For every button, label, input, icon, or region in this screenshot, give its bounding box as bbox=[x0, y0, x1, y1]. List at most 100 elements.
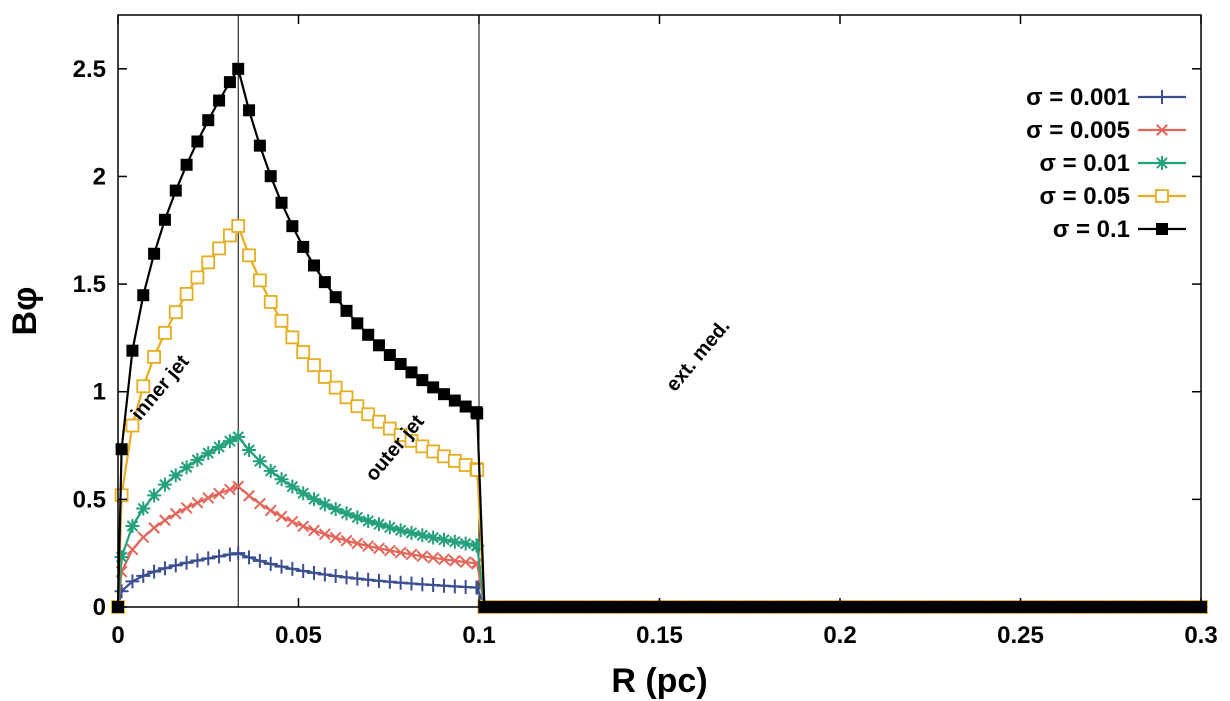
data-point bbox=[416, 550, 429, 563]
data-point bbox=[125, 418, 140, 433]
data-point bbox=[458, 536, 473, 551]
data-point bbox=[158, 325, 172, 340]
data-point bbox=[253, 497, 266, 510]
data-point bbox=[264, 504, 277, 517]
data-point bbox=[274, 313, 289, 328]
x-tick-label: 0.15 bbox=[636, 622, 683, 649]
legend-item: σ = 0.01 bbox=[1040, 150, 1186, 177]
data-point bbox=[263, 295, 278, 309]
data-point bbox=[448, 554, 461, 567]
data-point bbox=[263, 556, 278, 571]
data-point bbox=[393, 523, 408, 538]
data-point bbox=[213, 94, 226, 107]
legend-item: σ = 0.1 bbox=[1053, 216, 1186, 243]
x-tick-label: 0.25 bbox=[997, 622, 1044, 649]
data-point bbox=[126, 543, 139, 556]
series bbox=[112, 62, 1207, 613]
data-point bbox=[437, 388, 450, 401]
y-tick-label: 1.5 bbox=[73, 271, 106, 298]
data-point bbox=[405, 548, 418, 561]
data-point bbox=[340, 304, 353, 317]
data-point bbox=[191, 496, 204, 509]
data-point bbox=[1156, 223, 1168, 235]
data-point bbox=[190, 553, 205, 568]
data-point bbox=[136, 568, 151, 583]
data-point bbox=[190, 270, 205, 285]
legend-label: σ = 0.05 bbox=[1040, 183, 1130, 210]
series-layer bbox=[111, 62, 1208, 614]
data-point bbox=[114, 550, 129, 565]
data-point bbox=[243, 489, 256, 502]
data-point bbox=[180, 158, 193, 171]
series-line bbox=[116, 485, 1201, 609]
data-point bbox=[242, 443, 257, 458]
data-point bbox=[296, 345, 311, 359]
data-point bbox=[168, 305, 183, 320]
data-point bbox=[372, 517, 387, 532]
data-point bbox=[223, 483, 236, 496]
data-point bbox=[115, 443, 128, 456]
data-point bbox=[148, 247, 161, 260]
data-point bbox=[148, 521, 161, 534]
data-point bbox=[263, 463, 278, 478]
data-point bbox=[285, 479, 300, 494]
data-point bbox=[328, 380, 343, 395]
data-point bbox=[201, 551, 216, 566]
data-point bbox=[242, 248, 256, 263]
data-point bbox=[179, 460, 194, 475]
data-point bbox=[459, 556, 472, 569]
data-point bbox=[361, 407, 376, 422]
data-point bbox=[202, 491, 215, 504]
data-point bbox=[426, 530, 441, 545]
data-point bbox=[351, 537, 364, 550]
region-annotation: ext. med. bbox=[662, 315, 735, 396]
data-point bbox=[307, 358, 321, 373]
data-point bbox=[308, 524, 320, 537]
data-point bbox=[447, 534, 462, 549]
data-point bbox=[471, 407, 484, 420]
data-point bbox=[405, 366, 418, 379]
data-point bbox=[1155, 189, 1169, 203]
data-point bbox=[147, 350, 162, 364]
data-point bbox=[285, 330, 300, 345]
data-point bbox=[415, 528, 430, 543]
y-tick-label: 0 bbox=[93, 594, 106, 621]
data-point bbox=[202, 114, 215, 127]
data-point bbox=[136, 379, 151, 394]
data-point bbox=[286, 220, 299, 233]
data-point bbox=[158, 514, 171, 527]
data-point bbox=[427, 551, 440, 564]
data-point bbox=[190, 452, 205, 467]
data-point bbox=[168, 468, 183, 483]
data-point bbox=[383, 544, 396, 557]
data-point bbox=[231, 546, 246, 561]
data-point bbox=[158, 213, 171, 226]
data-point bbox=[351, 317, 364, 330]
legend-item: σ = 0.005 bbox=[1026, 117, 1186, 144]
series bbox=[111, 429, 1208, 614]
data-point bbox=[275, 196, 288, 209]
data-point bbox=[296, 486, 311, 501]
data-point bbox=[404, 525, 419, 540]
series bbox=[112, 480, 1207, 613]
data-point bbox=[147, 488, 162, 503]
data-point bbox=[296, 563, 311, 578]
legend-label: σ = 0.1 bbox=[1053, 216, 1130, 243]
data-point bbox=[125, 519, 140, 534]
data-point bbox=[361, 572, 376, 587]
y-tick-label: 2.5 bbox=[73, 56, 106, 83]
ticks-layer: 0 0.05 0.1 0.15 0.2 0.25 0.3 0 0.5 1 1.5 2 2.5 bbox=[73, 15, 1218, 649]
data-point bbox=[222, 434, 237, 449]
data-point bbox=[1156, 124, 1168, 136]
data-point bbox=[191, 135, 204, 148]
data-point bbox=[201, 255, 216, 270]
data-point bbox=[231, 219, 246, 233]
data-point bbox=[222, 547, 237, 562]
data-point bbox=[285, 561, 300, 576]
data-point bbox=[223, 76, 236, 89]
data-point bbox=[382, 520, 397, 535]
data-point bbox=[339, 506, 354, 521]
data-point bbox=[252, 273, 267, 288]
data-point bbox=[340, 534, 353, 547]
